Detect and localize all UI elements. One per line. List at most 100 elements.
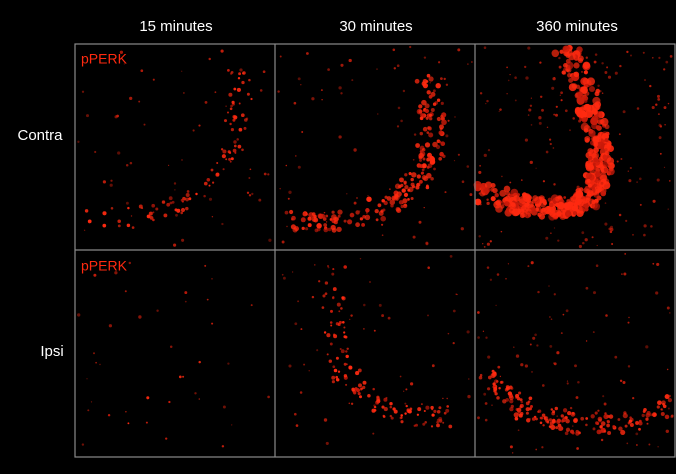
signal-dot — [231, 157, 234, 160]
signal-dot — [657, 405, 660, 408]
signal-dot — [658, 57, 660, 59]
signal-dot — [566, 309, 569, 312]
signal-dot — [336, 227, 341, 232]
signal-dot — [602, 92, 604, 94]
signal-dot — [597, 85, 599, 87]
signal-dot — [350, 314, 352, 316]
signal-dot — [502, 399, 506, 403]
signal-dot — [542, 384, 545, 387]
signal-dot — [576, 447, 579, 450]
signal-dot — [549, 345, 552, 348]
signal-dot — [595, 91, 600, 96]
signal-dot — [566, 212, 569, 215]
signal-dot — [397, 64, 400, 67]
signal-dot — [277, 90, 279, 92]
signal-dot — [499, 190, 506, 197]
signal-dot — [527, 265, 529, 267]
signal-dot — [532, 195, 538, 201]
signal-dot — [174, 182, 176, 184]
signal-dot — [414, 133, 416, 135]
signal-dot — [248, 79, 251, 82]
signal-dot — [636, 181, 638, 183]
signal-dot — [173, 244, 176, 247]
signal-dot — [621, 273, 623, 275]
signal-dot — [415, 79, 420, 84]
signal-dot — [376, 401, 378, 403]
signal-dot — [492, 382, 495, 385]
signal-dot — [193, 129, 195, 131]
signal-dot — [551, 412, 555, 416]
signal-dot — [117, 151, 120, 154]
signal-dot — [575, 432, 579, 436]
signal-dot — [118, 224, 121, 227]
signal-dot — [155, 207, 158, 210]
signal-dot — [586, 340, 587, 341]
signal-dot — [433, 410, 436, 413]
signal-dot — [214, 91, 216, 93]
signal-dot — [282, 274, 284, 276]
signal-dot — [127, 207, 129, 209]
signal-dot — [531, 98, 532, 99]
signal-dot — [424, 56, 426, 58]
signal-dot — [379, 304, 382, 307]
signal-dot — [390, 204, 393, 207]
signal-dot — [223, 406, 226, 409]
signal-dot — [488, 149, 490, 151]
signal-dot — [625, 425, 628, 428]
signal-dot — [343, 331, 345, 333]
signal-dot — [617, 160, 619, 162]
signal-dot — [221, 223, 223, 225]
signal-dot — [555, 203, 559, 207]
signal-dot — [549, 418, 552, 421]
signal-dot — [233, 115, 237, 119]
signal-dot — [620, 430, 625, 435]
signal-dot — [288, 191, 291, 194]
signal-dot — [323, 228, 328, 233]
signal-dot — [548, 285, 550, 287]
signal-dot — [333, 287, 337, 291]
signal-dot — [163, 213, 167, 217]
signal-dot — [138, 101, 140, 103]
signal-dot — [363, 304, 366, 307]
signal-dot — [628, 365, 630, 367]
signal-dot — [508, 263, 509, 264]
signal-dot — [426, 185, 429, 188]
signal-dot — [604, 223, 607, 226]
signal-dot — [388, 317, 391, 320]
signal-dot — [534, 334, 537, 337]
signal-dot — [401, 205, 404, 208]
signal-dot — [593, 158, 597, 162]
signal-dot — [664, 106, 667, 109]
signal-dot — [582, 242, 585, 245]
signal-dot — [263, 70, 266, 73]
signal-dot — [581, 105, 587, 111]
signal-dot — [207, 178, 211, 182]
signal-dot — [228, 158, 231, 161]
signal-dot — [542, 414, 546, 418]
signal-dot — [485, 103, 486, 104]
signal-dot — [518, 429, 520, 431]
signal-dot — [530, 405, 533, 408]
signal-dot — [367, 195, 368, 196]
signal-dot — [360, 217, 363, 220]
signal-dot — [198, 125, 200, 127]
signal-dot — [349, 403, 351, 405]
signal-dot — [369, 281, 371, 283]
signal-dot — [436, 421, 439, 424]
signal-dot — [204, 265, 206, 267]
signal-dot — [84, 230, 85, 231]
signal-dot — [303, 364, 305, 366]
signal-dot — [360, 258, 361, 259]
signal-dot — [424, 410, 426, 412]
signal-dot — [573, 197, 576, 200]
signal-dot — [231, 424, 232, 425]
signal-dot — [542, 424, 544, 426]
signal-dot — [362, 386, 365, 389]
signal-dot — [620, 158, 622, 160]
signal-dot — [399, 417, 402, 420]
signal-dot — [655, 104, 657, 106]
signal-dot — [212, 216, 213, 217]
signal-dot — [439, 124, 444, 129]
signal-dot — [325, 215, 328, 218]
signal-dot — [574, 72, 579, 77]
